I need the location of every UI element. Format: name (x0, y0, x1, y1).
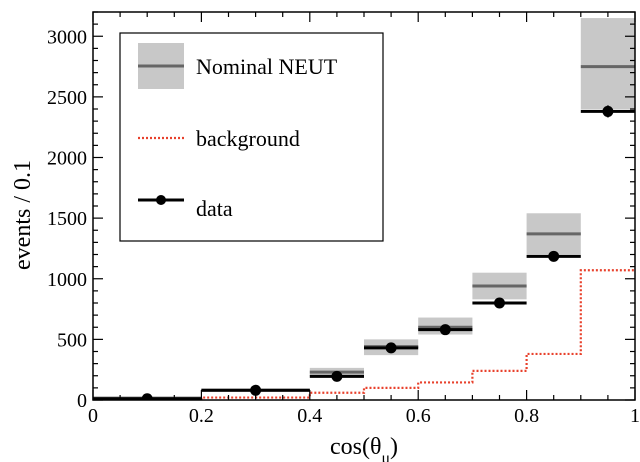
data-point-2 (331, 370, 343, 382)
y-tick-label-3: 1500 (47, 208, 87, 230)
data-point-7 (602, 105, 614, 117)
y-tick-label-6: 3000 (47, 26, 87, 48)
background-histogram (93, 269, 635, 400)
y-tick-label-0: 0 (77, 390, 87, 412)
data-point-1 (250, 384, 262, 396)
legend-data-label: data (196, 196, 233, 221)
background-layer (93, 269, 635, 400)
data-point-6 (548, 250, 560, 262)
y-tick-label-4: 2000 (47, 148, 87, 170)
y-tick-label-5: 2500 (47, 87, 87, 109)
band-layer (93, 18, 635, 399)
axes-layer: 0 0.2 0.4 0.6 0.8 1 0 500 1000 1500 2000 2500 3000 (47, 11, 640, 427)
data-point-4 (439, 324, 451, 336)
legend-nominal-label: Nominal NEUT (196, 54, 338, 79)
data-point-3 (385, 342, 397, 354)
y-axis-label: events / 0.1 (10, 160, 36, 270)
x-tick-label-3: 0.6 (406, 405, 431, 427)
legend-data-marker (156, 195, 166, 205)
x-axis-label: cos(θμ) (330, 434, 398, 462)
x-tick-label-2: 0.4 (297, 405, 322, 427)
legend-background-label: background (196, 126, 300, 151)
x-tick-label-0: 0 (88, 405, 98, 427)
legend: Nominal NEUT background data (119, 32, 384, 242)
x-tick-label-5: 1 (630, 405, 640, 427)
y-tick-label-1: 500 (57, 329, 87, 351)
data-point-5 (494, 297, 505, 309)
x-tick-label-1: 0.2 (189, 405, 214, 427)
x-tick-label-4: 0.8 (514, 405, 539, 427)
y-tick-label-2: 1000 (47, 269, 87, 291)
nominal-band-7 (580, 18, 635, 109)
